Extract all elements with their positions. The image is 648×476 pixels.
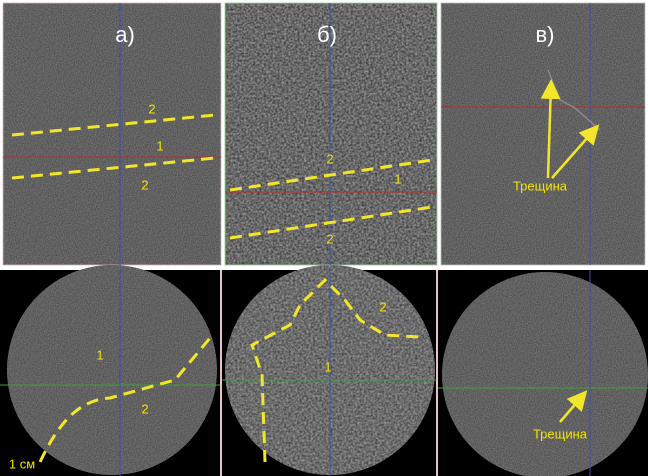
region-label: 1 <box>156 138 163 153</box>
region-label: 1 <box>394 171 401 186</box>
region-label: 2 <box>326 151 333 166</box>
region-label: 1 <box>96 347 103 362</box>
panel-label: б) <box>317 22 337 47</box>
region-label: 2 <box>148 101 155 116</box>
figure: а) 2 1 2 1 2 б) 2 1 2 2 1 в) Трещина Трещина 1 см <box>0 0 648 476</box>
panel-label: в) <box>535 22 554 47</box>
region-label: Трещина <box>513 178 568 193</box>
region-label: 2 <box>141 177 148 192</box>
region-label: 2 <box>326 231 333 246</box>
region-label: 1 <box>324 359 331 374</box>
region-label: 2 <box>141 401 148 416</box>
region-label: Трещина <box>533 426 588 441</box>
region-label: 2 <box>379 299 386 314</box>
scale-bar-label: 1 см <box>9 456 35 471</box>
panel-label: а) <box>115 22 135 47</box>
